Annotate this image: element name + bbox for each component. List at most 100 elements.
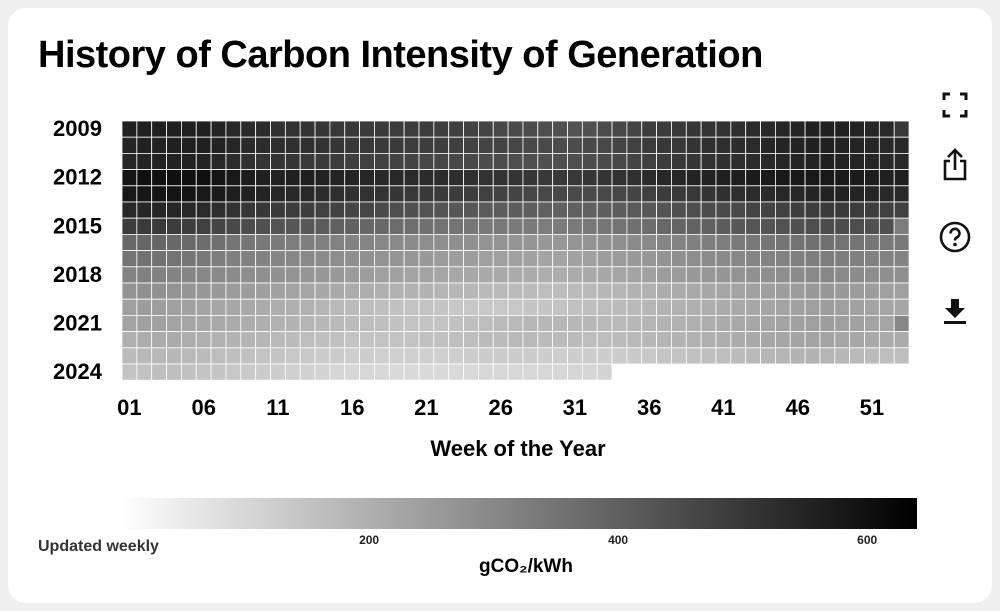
heatmap-cell xyxy=(255,347,271,365)
heatmap-cell xyxy=(893,233,910,251)
heatmap-cell xyxy=(448,314,464,332)
x-tick-label: 51 xyxy=(860,395,884,420)
heatmap-cell xyxy=(284,314,301,332)
heatmap-cell xyxy=(359,233,375,251)
heatmap-cell xyxy=(492,250,509,268)
heatmap-cell xyxy=(299,169,316,187)
legend-tick-label: 400 xyxy=(608,533,628,547)
heatmap-cell xyxy=(656,282,672,300)
heatmap-cell xyxy=(715,185,732,203)
heatmap-cell xyxy=(180,266,197,284)
heatmap-cell xyxy=(284,201,301,219)
heatmap-cell xyxy=(849,250,865,268)
heatmap-cell xyxy=(730,120,747,138)
heatmap-cell xyxy=(151,266,167,284)
heatmap-cell xyxy=(299,331,316,349)
heatmap-cell xyxy=(864,331,880,349)
heatmap-cell xyxy=(210,331,227,349)
heatmap-cell xyxy=(477,363,494,381)
heatmap-cell xyxy=(864,314,880,332)
x-axis-ticks: 01 06 11 16 21 26 31 36 41 46 51 xyxy=(117,395,884,420)
heatmap-cell xyxy=(448,347,464,365)
heatmap-cell xyxy=(656,169,672,187)
heatmap-cell xyxy=(344,266,361,284)
heatmap-cell xyxy=(433,152,450,170)
heatmap-cell xyxy=(299,282,316,300)
heatmap-cell xyxy=(656,347,672,365)
heatmap-cell xyxy=(210,136,227,154)
heatmap-cell xyxy=(775,136,791,154)
help-button[interactable] xyxy=(932,214,978,260)
heatmap-cell xyxy=(463,233,479,251)
heatmap-cell xyxy=(715,152,732,170)
chart-title: History of Carbon Intensity of Generatio… xyxy=(38,34,763,76)
heatmap-cell xyxy=(864,233,880,251)
heatmap-cell xyxy=(240,185,257,203)
y-tick-label: 2021 xyxy=(53,311,102,336)
heatmap-cell xyxy=(374,347,390,365)
heatmap-cell xyxy=(671,217,687,235)
heatmap-cell xyxy=(448,331,464,349)
heatmap-cell xyxy=(537,331,554,349)
heatmap-cell xyxy=(849,120,865,138)
heatmap-cell xyxy=(433,201,450,219)
heatmap-cell xyxy=(552,250,568,268)
heatmap-cell xyxy=(388,201,405,219)
heatmap-cell xyxy=(433,233,450,251)
heatmap-cell xyxy=(477,314,494,332)
heatmap-cell xyxy=(374,298,390,316)
heatmap-cell xyxy=(656,314,672,332)
download-button[interactable] xyxy=(932,288,978,334)
heatmap-cell xyxy=(849,347,865,365)
heatmap-cell xyxy=(314,298,331,316)
heatmap-cell xyxy=(418,217,435,235)
heatmap-cell xyxy=(685,250,702,268)
heatmap-cell xyxy=(641,152,658,170)
heatmap-cell xyxy=(804,217,821,235)
heatmap-cell xyxy=(359,120,375,138)
heatmap-cell xyxy=(136,136,153,154)
heatmap-cell xyxy=(284,120,301,138)
heatmap-cell xyxy=(730,282,747,300)
heatmap-cell xyxy=(581,347,598,365)
heatmap-cell xyxy=(596,152,613,170)
heatmap-cell xyxy=(537,282,554,300)
heatmap-cell xyxy=(567,363,583,381)
heatmap-cell xyxy=(329,185,346,203)
heatmap-cell xyxy=(180,169,197,187)
heatmap-cell xyxy=(611,201,628,219)
share-button[interactable] xyxy=(932,142,978,188)
heatmap-cell xyxy=(492,120,509,138)
heatmap-cell xyxy=(151,120,167,138)
heatmap-cell xyxy=(581,266,598,284)
heatmap-cell xyxy=(195,363,212,381)
heatmap-cell xyxy=(463,169,479,187)
heatmap-cell xyxy=(329,169,346,187)
heatmap-cell xyxy=(255,250,271,268)
heatmap-cell xyxy=(641,217,658,235)
heatmap-cell xyxy=(240,201,257,219)
heatmap-cell xyxy=(596,233,613,251)
heatmap-cell xyxy=(596,282,613,300)
heatmap-cell xyxy=(374,217,390,235)
heatmap-cell xyxy=(270,282,286,300)
heatmap-cell xyxy=(240,314,257,332)
heatmap-cell xyxy=(685,314,702,332)
heatmap-cell xyxy=(864,282,880,300)
heatmap-cell xyxy=(210,169,227,187)
heatmap-cell xyxy=(270,347,286,365)
heatmap-cell xyxy=(775,201,791,219)
x-tick-label: 41 xyxy=(711,395,735,420)
fullscreen-button[interactable] xyxy=(932,82,978,128)
heatmap-cell xyxy=(418,282,435,300)
heatmap-cell xyxy=(537,233,554,251)
heatmap-cell xyxy=(403,266,420,284)
heatmap-cell xyxy=(671,250,687,268)
heatmap-cell xyxy=(775,331,791,349)
heatmap-cell xyxy=(552,331,568,349)
heatmap-cell xyxy=(225,282,242,300)
heatmap-cell xyxy=(685,331,702,349)
color-legend-ticks: 200 400 600 xyxy=(359,533,877,547)
heatmap-cell xyxy=(507,298,524,316)
heatmap-cell xyxy=(166,266,182,284)
